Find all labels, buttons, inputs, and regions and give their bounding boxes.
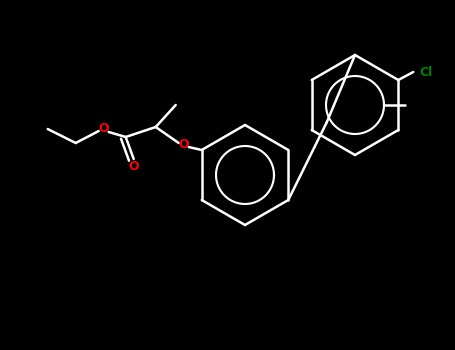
Text: O: O (98, 122, 109, 135)
Text: O: O (128, 161, 139, 174)
Text: Cl: Cl (420, 65, 433, 78)
Text: O: O (178, 139, 189, 152)
